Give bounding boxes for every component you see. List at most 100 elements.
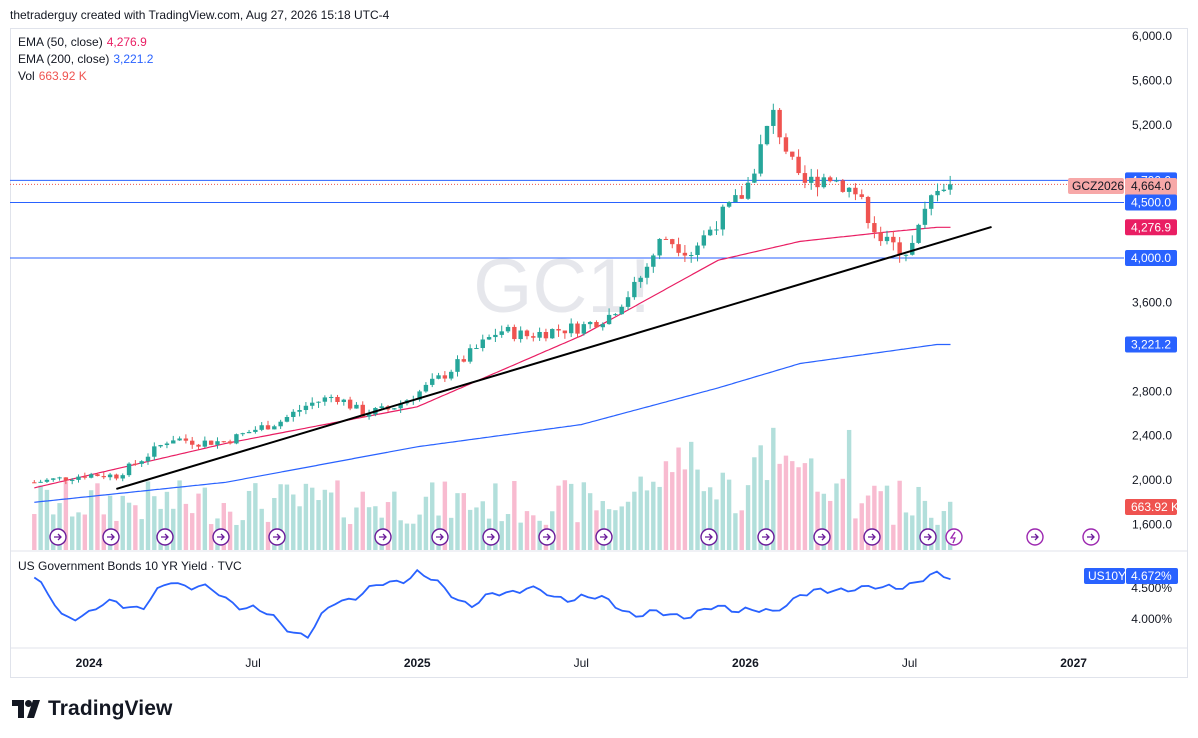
volume-bar bbox=[133, 505, 138, 550]
candle-body bbox=[771, 109, 776, 126]
volume-bar bbox=[278, 484, 283, 550]
us10y-line[interactable] bbox=[33, 568, 951, 639]
volume-bar bbox=[865, 495, 871, 550]
price-axis-tick-label: 2,000.0 bbox=[1132, 473, 1172, 487]
candle-body bbox=[644, 266, 650, 278]
legend-ema200[interactable]: EMA (200, close) 3,221.2 bbox=[18, 52, 153, 66]
event-marker-icon[interactable] bbox=[919, 528, 937, 546]
candle-body bbox=[259, 425, 264, 430]
candle-body bbox=[208, 440, 214, 445]
trendline[interactable] bbox=[116, 225, 992, 490]
candle-body bbox=[486, 337, 492, 340]
candle-body bbox=[240, 433, 245, 435]
volume-bar bbox=[196, 493, 201, 550]
candle-body bbox=[107, 474, 113, 478]
candle-body bbox=[341, 399, 347, 403]
volume-bar bbox=[139, 519, 144, 550]
volume-bar bbox=[152, 496, 157, 550]
event-marker-icon[interactable] bbox=[813, 528, 831, 546]
event-marker-icon[interactable] bbox=[1026, 528, 1044, 546]
volume-bar bbox=[562, 480, 568, 550]
candle-body bbox=[272, 426, 277, 430]
price-label[interactable]: 663.92 K bbox=[1125, 499, 1179, 515]
price-label[interactable]: 3,221.2 bbox=[1125, 336, 1177, 353]
time-axis-tick-label: 2025 bbox=[404, 656, 431, 670]
event-marker-icon[interactable] bbox=[595, 528, 613, 546]
price-label[interactable]: 4,000.0 bbox=[1125, 250, 1177, 267]
volume-bar bbox=[88, 490, 94, 550]
candle-body bbox=[505, 326, 511, 332]
tradingview-logo[interactable]: TradingView bbox=[12, 697, 172, 721]
candle-body bbox=[903, 254, 909, 256]
volume-bar bbox=[145, 481, 151, 550]
candle-body bbox=[44, 479, 50, 482]
volume-bar bbox=[707, 487, 713, 550]
candle-body bbox=[815, 176, 820, 188]
legend-vol-label: Vol bbox=[18, 69, 35, 83]
candle-body bbox=[499, 331, 504, 335]
volume-bar bbox=[183, 503, 189, 550]
candle-body bbox=[354, 404, 359, 409]
candle-body bbox=[606, 314, 612, 325]
candle-body bbox=[600, 324, 605, 328]
legend-ema50-value: 4,276.9 bbox=[106, 35, 147, 49]
event-marker-icon[interactable] bbox=[757, 528, 775, 546]
event-marker-icon[interactable] bbox=[700, 528, 718, 546]
volume-bar bbox=[411, 523, 416, 550]
candle-body bbox=[76, 476, 81, 480]
legend-ema50[interactable]: EMA (50, close) 4,276.9 bbox=[18, 35, 147, 49]
candle-body bbox=[891, 236, 896, 243]
volume-bar bbox=[423, 496, 429, 550]
legend-ema200-value: 3,221.2 bbox=[113, 52, 154, 66]
candle-body bbox=[916, 224, 921, 243]
price-label-box bbox=[1125, 336, 1177, 353]
candle-body bbox=[190, 440, 195, 445]
volume-bar bbox=[916, 486, 921, 550]
candle-body bbox=[796, 156, 801, 174]
price-label-box bbox=[1125, 219, 1177, 236]
event-marker-icon[interactable] bbox=[374, 528, 392, 546]
sub-axis-tick-label: 4.000% bbox=[1131, 612, 1172, 626]
price-label[interactable]: 4,500.0 bbox=[1125, 194, 1177, 211]
candle-body bbox=[613, 314, 618, 316]
volume-bar bbox=[613, 510, 618, 550]
volume-bar bbox=[518, 522, 523, 550]
us10y-label[interactable]: US10Y 4.672% bbox=[1084, 568, 1178, 584]
volume-bar bbox=[335, 480, 340, 550]
lightning-marker-icon[interactable] bbox=[945, 528, 963, 546]
candle-body bbox=[802, 173, 808, 183]
volume-bar bbox=[208, 524, 214, 550]
candle-body bbox=[38, 481, 43, 483]
candle-body bbox=[518, 330, 523, 340]
volume-bar bbox=[240, 520, 245, 550]
event-marker-icon[interactable] bbox=[1082, 528, 1100, 546]
candle-body bbox=[493, 334, 498, 338]
volume-bar bbox=[834, 483, 839, 550]
volume-bar bbox=[227, 511, 233, 550]
candle-body bbox=[745, 182, 751, 199]
event-marker-icon[interactable] bbox=[156, 528, 174, 546]
event-marker-icon[interactable] bbox=[482, 528, 500, 546]
candle-body bbox=[234, 434, 239, 444]
volume-bar bbox=[417, 514, 422, 550]
event-marker-icon[interactable] bbox=[49, 528, 67, 546]
candle-body bbox=[417, 391, 422, 400]
ema200-line[interactable] bbox=[34, 343, 951, 503]
volume-bar bbox=[76, 512, 81, 550]
event-marker-icon[interactable] bbox=[538, 528, 556, 546]
candle-body bbox=[619, 306, 624, 315]
event-marker-icon[interactable] bbox=[268, 528, 286, 546]
candle-body bbox=[581, 324, 587, 334]
event-marker-icon[interactable] bbox=[431, 528, 449, 546]
volume-bar bbox=[815, 491, 820, 550]
event-marker-icon[interactable] bbox=[212, 528, 230, 546]
price-label[interactable]: 4,276.9 bbox=[1125, 219, 1177, 236]
event-marker-icon[interactable] bbox=[102, 528, 120, 546]
us10y-value-box bbox=[1126, 568, 1178, 584]
price-axis-tick-label: 2,400.0 bbox=[1132, 429, 1172, 443]
event-marker-icon[interactable] bbox=[863, 528, 881, 546]
ema50-line[interactable] bbox=[34, 226, 951, 489]
legend-vol[interactable]: Vol 663.92 K bbox=[18, 69, 87, 83]
event-marker-arrow bbox=[107, 533, 115, 541]
